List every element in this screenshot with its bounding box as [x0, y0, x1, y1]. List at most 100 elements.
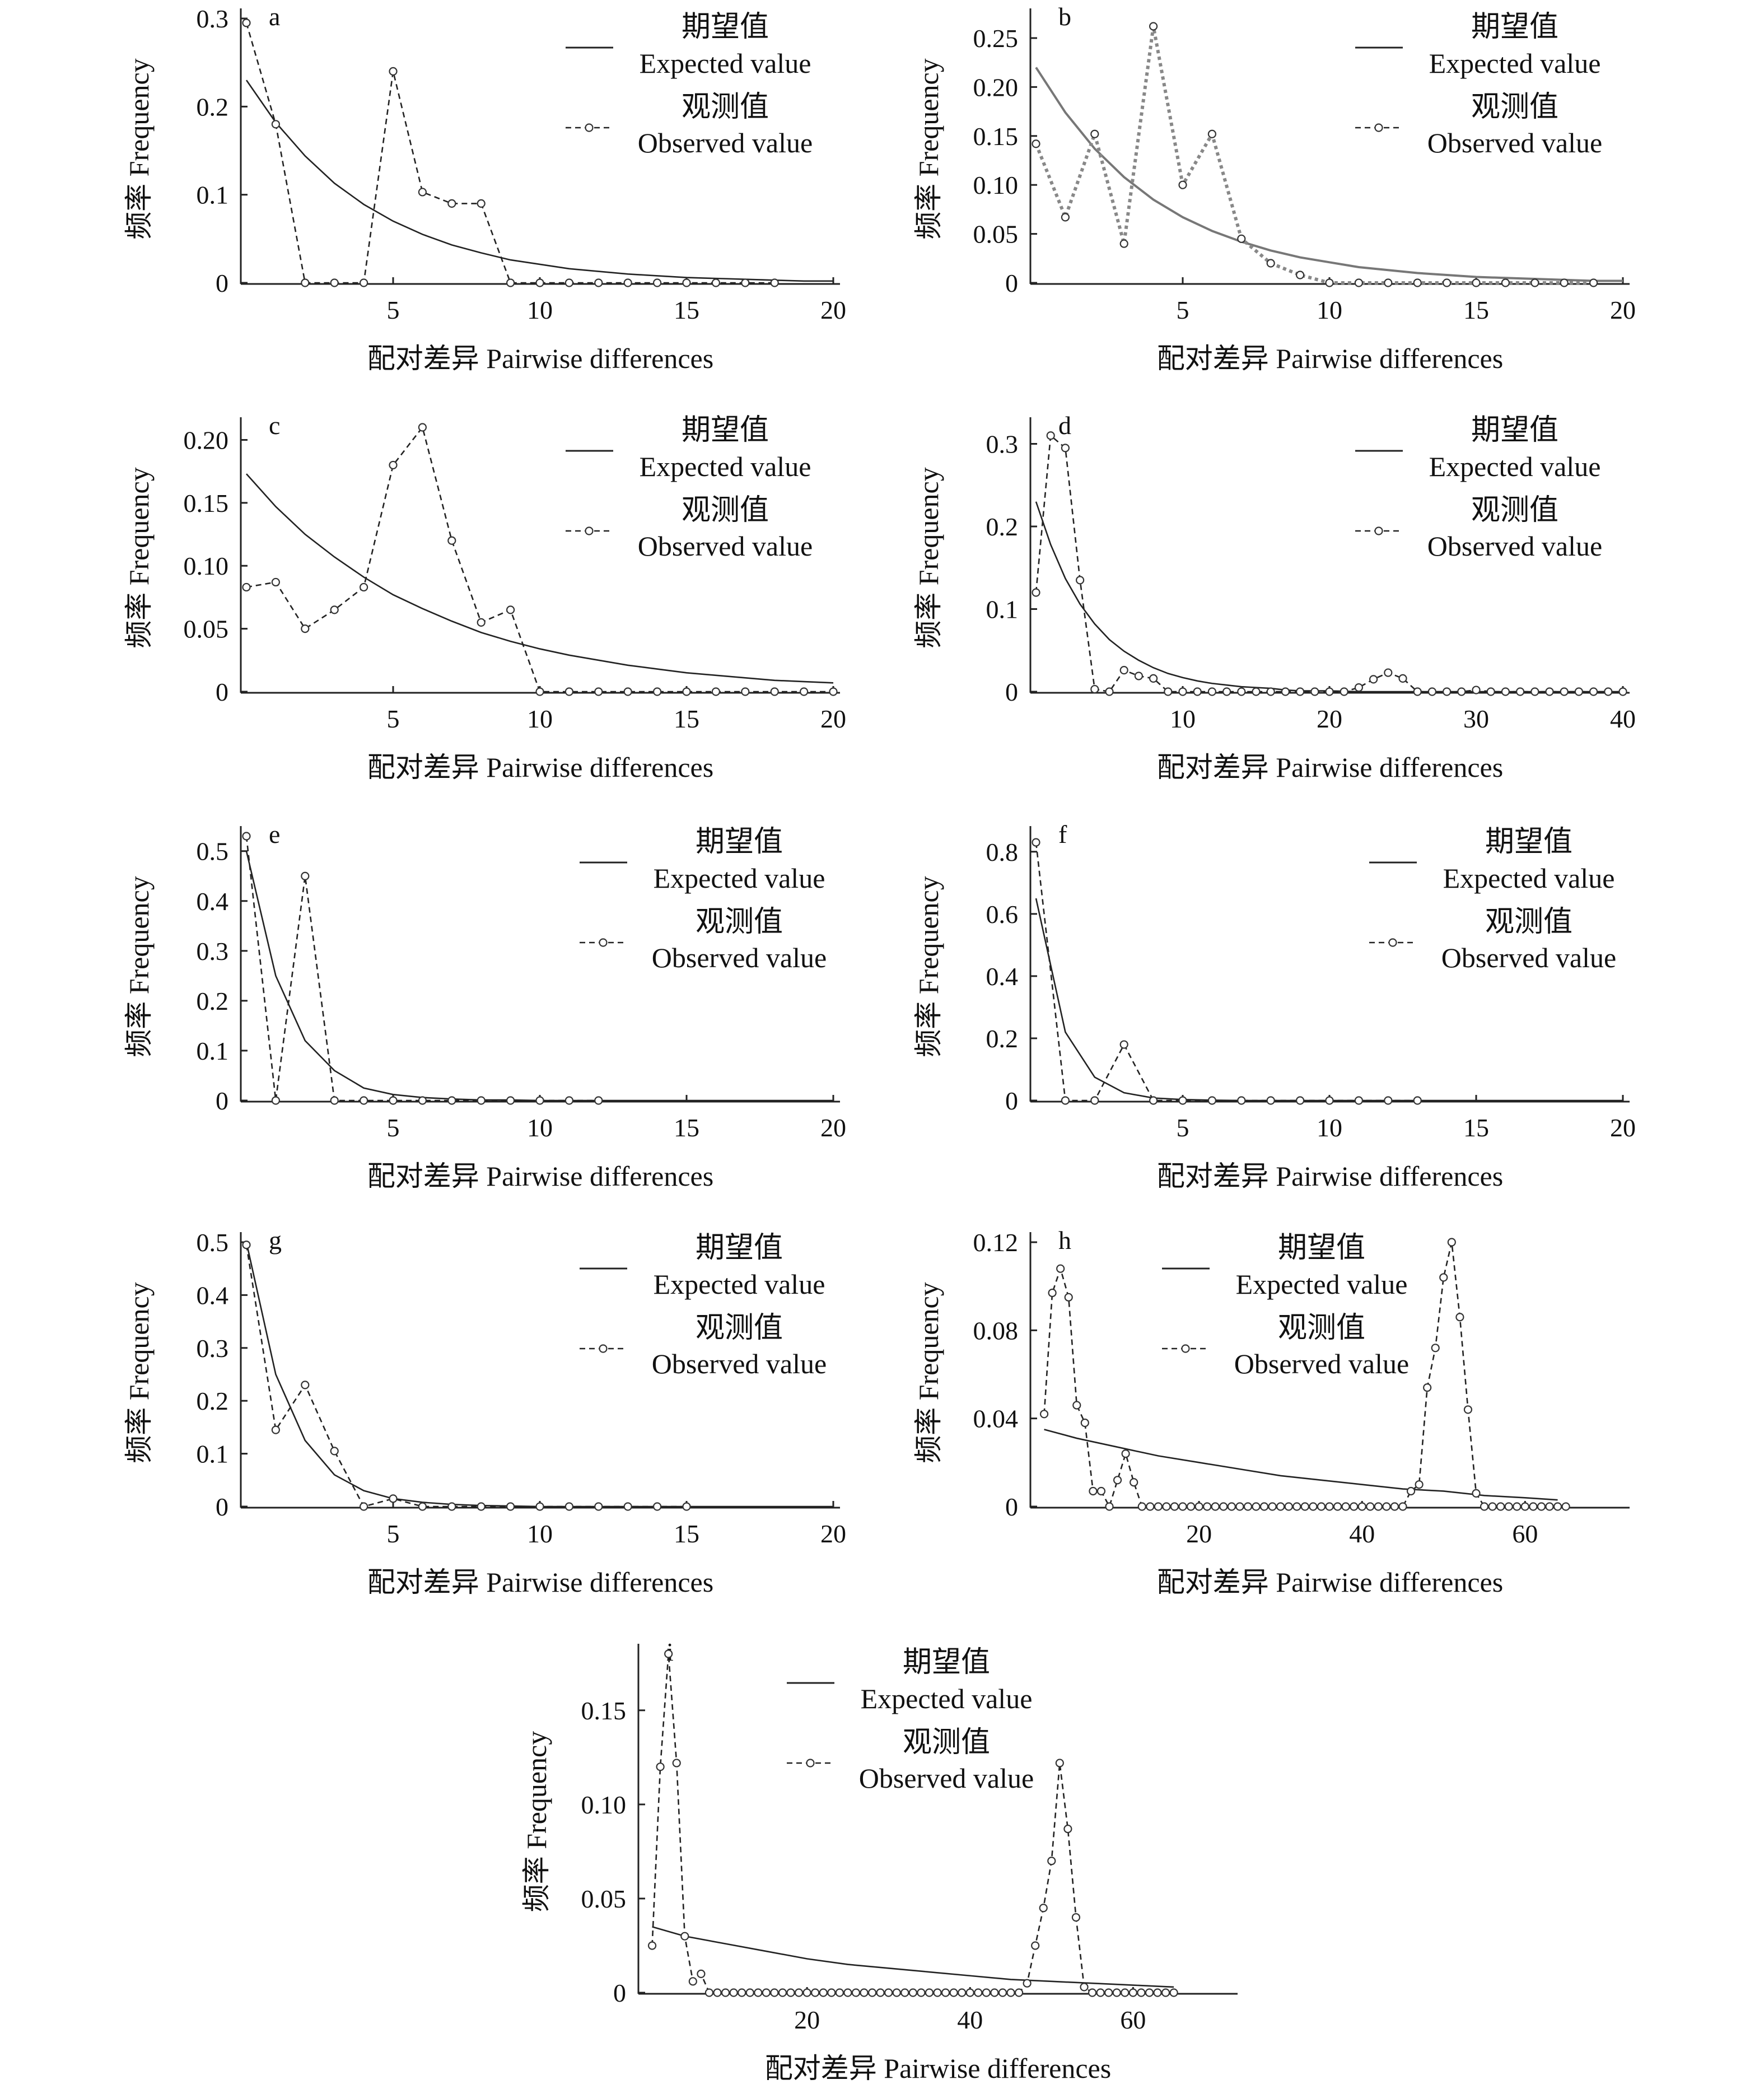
- panel-label: f: [1058, 820, 1067, 848]
- y-axis-title: 频率 Frequency: [123, 58, 155, 240]
- legend-expected-label-zh: 期望值: [682, 11, 769, 43]
- observed-point: [892, 1988, 901, 1997]
- legend-observed-marker: [1181, 1344, 1190, 1353]
- y-tick-label: 0.4: [197, 887, 229, 916]
- observed-point: [564, 1096, 574, 1105]
- observed-point: [1292, 1502, 1301, 1511]
- observed-point: [359, 278, 368, 287]
- observed-point: [271, 577, 280, 587]
- x-tick-label: 5: [387, 705, 400, 733]
- observed-point: [301, 871, 310, 880]
- x-tick-label: 60: [1512, 1519, 1538, 1548]
- observed-line: [245, 1244, 687, 1508]
- observed-point: [1537, 1502, 1546, 1511]
- legend-observed-label-zh: 观测值: [682, 495, 769, 526]
- series-observed: [242, 1241, 691, 1511]
- observed-point: [1374, 1502, 1383, 1511]
- legend-observed-marker: [585, 526, 594, 535]
- legend: 期望值 Expected value 观测值 Observed value: [580, 826, 827, 973]
- observed-point: [1455, 1313, 1464, 1322]
- observed-point: [1237, 687, 1246, 696]
- observed-point: [301, 624, 310, 633]
- x-axis-title: 配对差异 Pairwise differences: [367, 1160, 713, 1192]
- y-axis-title: 频率 Frequency: [123, 1282, 155, 1463]
- observed-point: [1039, 1904, 1048, 1913]
- expected-line: [246, 473, 834, 684]
- legend-observed-label-zh: 观测值: [903, 1727, 990, 1759]
- observed-point: [786, 1988, 795, 1997]
- x-tick-label: 10: [1317, 296, 1342, 324]
- series-observed: [647, 1649, 1178, 1997]
- observed-point: [829, 687, 838, 696]
- x-tick-label: 15: [674, 296, 699, 324]
- series-observed: [1032, 838, 1422, 1105]
- x-tick-label: 40: [1349, 1519, 1375, 1548]
- observed-line: [245, 836, 599, 1102]
- legend-expected-label-zh: 期望值: [682, 414, 769, 446]
- observed-point: [1149, 674, 1158, 683]
- observed-point: [1031, 1941, 1040, 1950]
- observed-point: [1325, 278, 1334, 287]
- chart-panel-h: 20 40 60 0 0.04 0.08 0.12 配对差异 Pairwise differe…: [913, 1226, 1630, 1598]
- observed-point: [711, 278, 721, 287]
- observed-point: [652, 687, 662, 696]
- y-tick-label: 0.3: [197, 4, 229, 33]
- y-tick-label: 0.3: [197, 1334, 229, 1363]
- legend-observed-marker: [585, 123, 594, 132]
- observed-point: [770, 687, 779, 696]
- legend: 期望值 Expected value 观测值 Observed value: [580, 1232, 827, 1379]
- observed-point: [1162, 1502, 1171, 1511]
- expected-line: [1035, 67, 1623, 282]
- observed-point: [1390, 1502, 1399, 1511]
- observed-point: [535, 278, 544, 287]
- x-tick-label: 15: [1463, 1113, 1489, 1142]
- observed-point: [1439, 1273, 1448, 1282]
- y-tick-label: 0.1: [197, 181, 229, 209]
- observed-point: [623, 1502, 632, 1511]
- x-axis-title: 配对差异 Pairwise differences: [367, 343, 713, 374]
- observed-point: [1104, 1988, 1113, 1997]
- observed-point: [1574, 687, 1583, 696]
- observed-point: [1300, 1502, 1309, 1511]
- observed-point: [1252, 687, 1261, 696]
- observed-point: [1413, 278, 1422, 287]
- observed-point: [1413, 687, 1422, 696]
- observed-point: [1061, 444, 1070, 453]
- observed-point: [1032, 838, 1040, 847]
- observed-point: [958, 1988, 967, 1997]
- observed-point: [594, 1096, 603, 1105]
- observed-point: [652, 278, 662, 287]
- observed-point: [242, 1241, 251, 1249]
- observed-point: [1154, 1502, 1163, 1511]
- series-observed: [1032, 431, 1627, 696]
- observed-point: [1325, 1502, 1334, 1511]
- chart-panel-d: 10 20 30 40 0 0.1 0.2 0.3 配对差异 Pairwise differen…: [913, 411, 1636, 783]
- observed-point: [1384, 668, 1393, 677]
- legend-expected-label-zh: 期望值: [1485, 826, 1572, 858]
- series-observed: [242, 832, 603, 1105]
- legend-observed-label-en: Observed value: [1427, 127, 1602, 158]
- observed-point: [1296, 271, 1305, 279]
- observed-point: [1119, 1040, 1128, 1049]
- observed-point: [900, 1988, 909, 1997]
- x-tick-label: 5: [387, 296, 400, 324]
- chart-panel-a: 5 10 15 20 0 0.1 0.2 0.3 配对差异 Pairwise differenc…: [123, 2, 846, 374]
- observed-point: [1178, 1502, 1187, 1511]
- observed-point: [1268, 1502, 1277, 1511]
- observed-point: [1090, 129, 1099, 138]
- y-tick-label: 0.05: [184, 615, 229, 644]
- observed-point: [1061, 213, 1070, 222]
- x-tick-label: 20: [820, 296, 846, 324]
- observed-point: [1496, 1502, 1505, 1511]
- y-tick-label: 0.1: [986, 595, 1019, 624]
- observed-point: [330, 1447, 339, 1456]
- series-expected: [652, 1926, 1174, 1988]
- legend-expected-label-en: Expected value: [640, 48, 811, 79]
- observed-point: [242, 582, 251, 592]
- observed-point: [762, 1988, 771, 1997]
- observed-point: [1457, 687, 1466, 696]
- legend-expected-label-zh: 期望值: [696, 1232, 783, 1264]
- observed-point: [1560, 687, 1569, 696]
- observed-point: [1309, 1502, 1318, 1511]
- observed-point: [682, 1502, 691, 1511]
